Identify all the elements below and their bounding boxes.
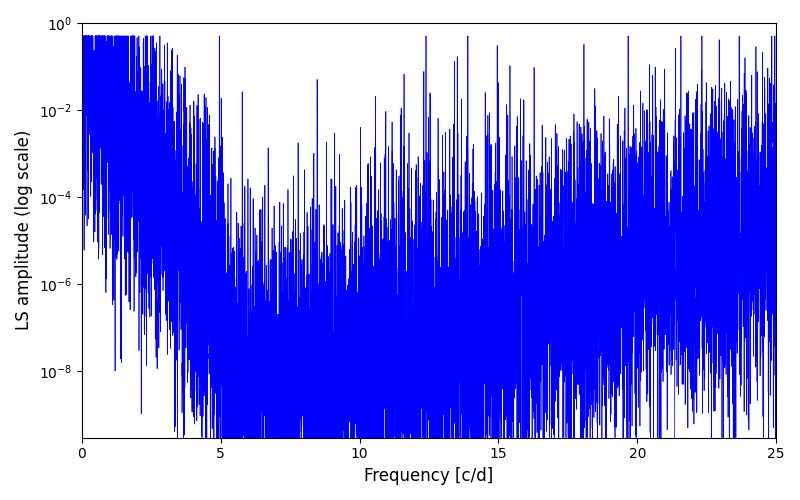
X-axis label: Frequency [c/d]: Frequency [c/d] [364,467,494,485]
Y-axis label: LS amplitude (log scale): LS amplitude (log scale) [15,130,33,330]
